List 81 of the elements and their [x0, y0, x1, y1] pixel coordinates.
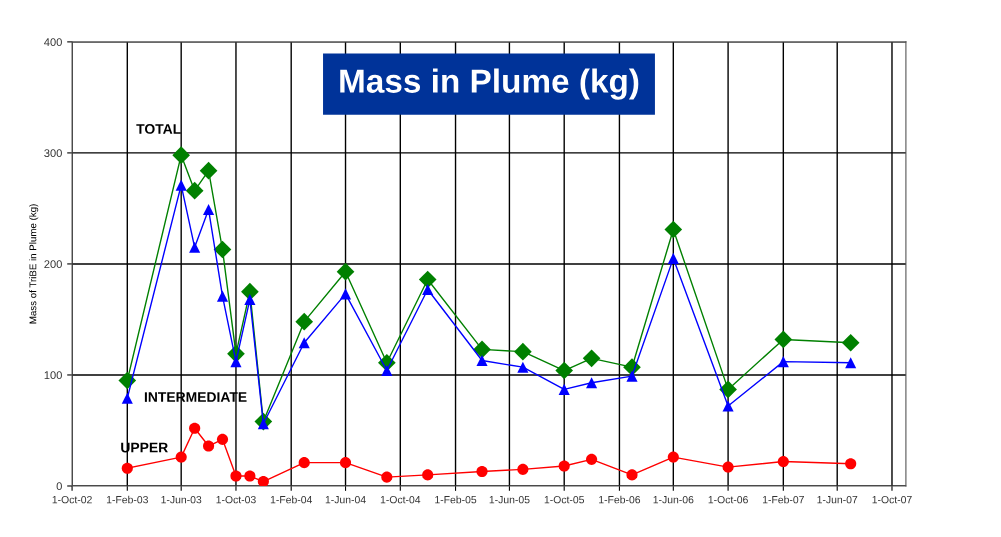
point [244, 293, 256, 306]
point [216, 433, 229, 445]
point [118, 371, 137, 390]
series-label: TOTAL [136, 124, 181, 134]
point [845, 357, 857, 369]
point [199, 161, 218, 180]
y-tick-label: 200 [44, 260, 62, 269]
x-tick-label: 1-Jun-06 [653, 495, 694, 504]
x-tick-label: 1-Oct-06 [708, 495, 748, 504]
point [189, 422, 201, 434]
point [422, 283, 434, 296]
x-tick-label: 1-Feb-07 [762, 495, 804, 504]
point [121, 392, 133, 404]
point [719, 380, 737, 399]
y-tick-label: 0 [56, 482, 62, 491]
point [586, 453, 598, 465]
point [381, 471, 393, 483]
y-tick-label: 100 [44, 371, 62, 380]
point [230, 356, 242, 368]
point [626, 370, 638, 382]
x-tick-label: 1-Oct-04 [380, 495, 421, 504]
point [203, 440, 215, 452]
point [381, 364, 393, 377]
point [667, 252, 679, 264]
point [558, 460, 570, 472]
x-tick-label: 1-Jun-04 [325, 495, 366, 504]
y-tick-label: 300 [44, 149, 62, 158]
point [339, 457, 352, 469]
point [555, 361, 574, 380]
point [418, 270, 437, 289]
point [586, 377, 598, 389]
point [230, 470, 242, 482]
text: Mass in Plume (kg) [340, 68, 639, 100]
point [185, 181, 204, 200]
point [473, 340, 491, 359]
point [172, 146, 191, 164]
point [722, 461, 734, 473]
point [295, 312, 314, 331]
point [841, 333, 860, 352]
point [203, 203, 215, 216]
point [774, 330, 793, 349]
x-tick-label: 1-Jun-07 [817, 495, 858, 504]
point [213, 240, 232, 259]
point [241, 282, 259, 301]
point [339, 288, 352, 300]
x-tick-label: 1-Oct-05 [544, 495, 585, 504]
point [121, 462, 133, 474]
point [422, 469, 434, 481]
x-tick-label: 1-Feb-03 [106, 495, 148, 504]
point [722, 400, 734, 412]
y-axis-title: Mass of TriBE in Plume (kg) [29, 204, 39, 324]
y-tick-label: 400 [44, 38, 62, 47]
point [336, 262, 355, 281]
point [476, 466, 488, 478]
x-tick-label: 1-Feb-05 [435, 495, 477, 504]
point [514, 342, 532, 361]
point [216, 290, 229, 302]
x-tick-label: 1-Feb-06 [599, 495, 641, 504]
point [175, 451, 187, 463]
point [517, 463, 529, 475]
point [298, 457, 310, 469]
point [558, 383, 570, 395]
x-tick-label: 1-Oct-07 [872, 495, 912, 504]
point [257, 475, 269, 486]
point [667, 451, 679, 463]
point [517, 361, 529, 373]
point [664, 220, 683, 239]
point [244, 470, 256, 482]
point [476, 354, 488, 367]
x-tick-label: 1-Jun-03 [161, 495, 202, 504]
point [175, 179, 187, 191]
point [582, 349, 601, 368]
x-tick-label: 1-Jun-05 [489, 495, 530, 504]
x-tick-label: 1-Oct-03 [216, 495, 256, 504]
point [189, 241, 201, 253]
point [626, 469, 638, 481]
point [777, 356, 789, 368]
x-tick-label: 1-Oct-02 [52, 495, 92, 504]
x-tick-label: 1-Feb-04 [270, 495, 313, 504]
point [845, 458, 857, 470]
point [777, 456, 789, 468]
